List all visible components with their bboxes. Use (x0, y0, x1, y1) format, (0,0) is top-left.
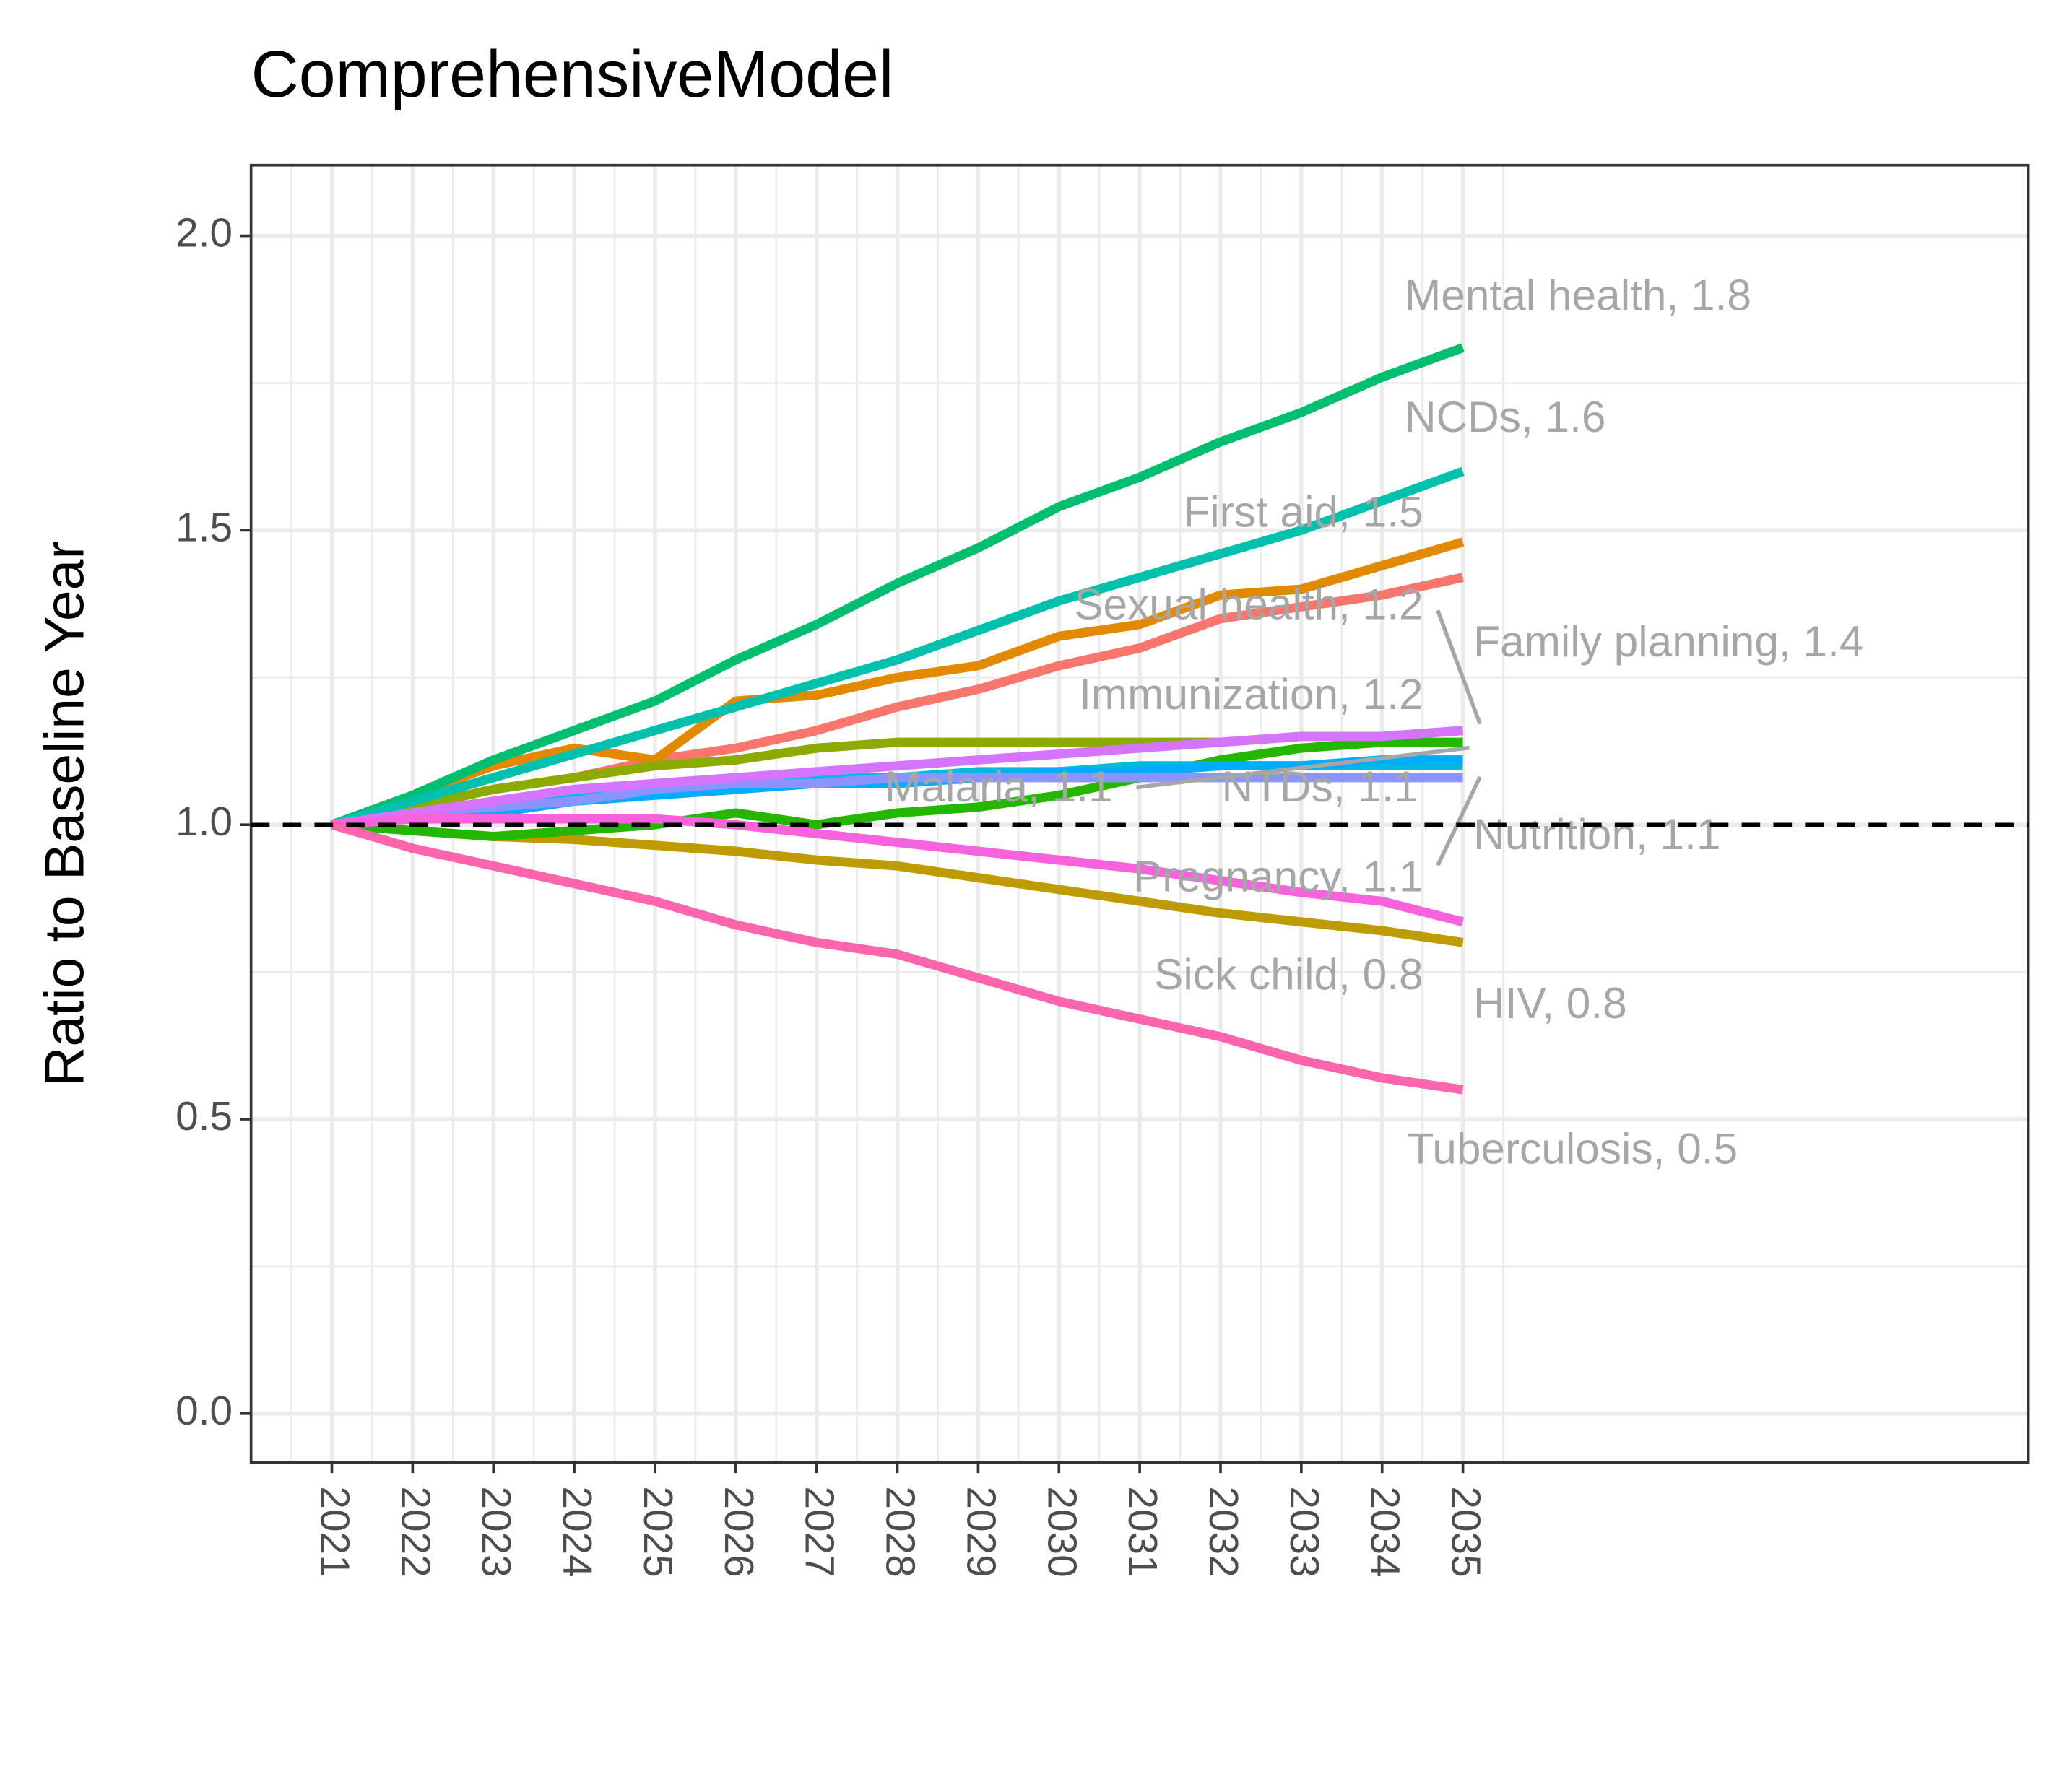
y-tick-label: 1.0 (175, 799, 233, 845)
series-line (330, 343, 1465, 830)
series-label: Malaria, 1.1 (885, 762, 1112, 811)
x-tick-label: 2030 (1039, 1486, 1084, 1577)
labels: Family planning, 1.4 First aid, 1.5 HIV, 0… (885, 270, 1863, 1173)
x-tick-label: 2035 (1443, 1486, 1488, 1577)
x-tick-label: 2029 (958, 1486, 1003, 1577)
y-tick-label: 0.5 (175, 1094, 233, 1139)
series-label: NCDs, 1.6 (1405, 392, 1605, 441)
series-line (330, 537, 1465, 830)
x-tick-label: 2034 (1362, 1486, 1408, 1577)
x-tick-label: 2023 (473, 1486, 519, 1577)
x-tick-label: 2031 (1119, 1486, 1165, 1577)
y-tick-label: 2.0 (175, 211, 233, 256)
chart-title: ComprehensiveModel (251, 38, 894, 111)
y-tick-label: 1.5 (175, 505, 233, 550)
series-label: Family planning, 1.4 (1473, 617, 1863, 666)
lines (330, 343, 1465, 1095)
series-line (331, 773, 1463, 830)
series-label: Immunization, 1.2 (1079, 669, 1423, 718)
label-leader (1136, 745, 1470, 790)
y-axis-title: Ratio to Baseline Year (33, 541, 95, 1087)
x-tick-label: 2024 (554, 1486, 599, 1577)
series-line (331, 814, 1465, 926)
x-tick-label: 2021 (312, 1486, 357, 1577)
series-label: HIV, 0.8 (1473, 978, 1627, 1027)
x-tick-label: 2026 (716, 1486, 761, 1577)
x-tick-label: 2027 (797, 1486, 842, 1577)
x-tick-label: 2028 (877, 1486, 923, 1577)
series-line (330, 466, 1465, 830)
series-label: Mental health, 1.8 (1405, 270, 1751, 319)
series-line (331, 726, 1464, 830)
x-tick-label: 2032 (1200, 1486, 1246, 1577)
label-leader (1436, 609, 1482, 725)
series-line (330, 820, 1464, 1095)
series-label: Nutrition, 1.1 (1473, 809, 1720, 859)
label-leader (1436, 775, 1482, 866)
series-label: Sick child, 0.8 (1154, 949, 1423, 999)
series-line (331, 737, 1463, 841)
series-label: Tuberculosis, 0.5 (1408, 1123, 1738, 1173)
series-label: First aid, 1.5 (1183, 487, 1423, 536)
series-label: Pregnancy, 1.1 (1133, 852, 1423, 901)
series-label: Sexual health, 1.2 (1074, 580, 1423, 629)
x-tick-label: 2025 (635, 1486, 680, 1577)
x-tick-label: 2022 (392, 1486, 438, 1577)
series-label: NTDs, 1.1 (1222, 762, 1418, 811)
x-tick-label: 2033 (1281, 1486, 1327, 1577)
y-tick-label: 0.0 (175, 1388, 233, 1434)
